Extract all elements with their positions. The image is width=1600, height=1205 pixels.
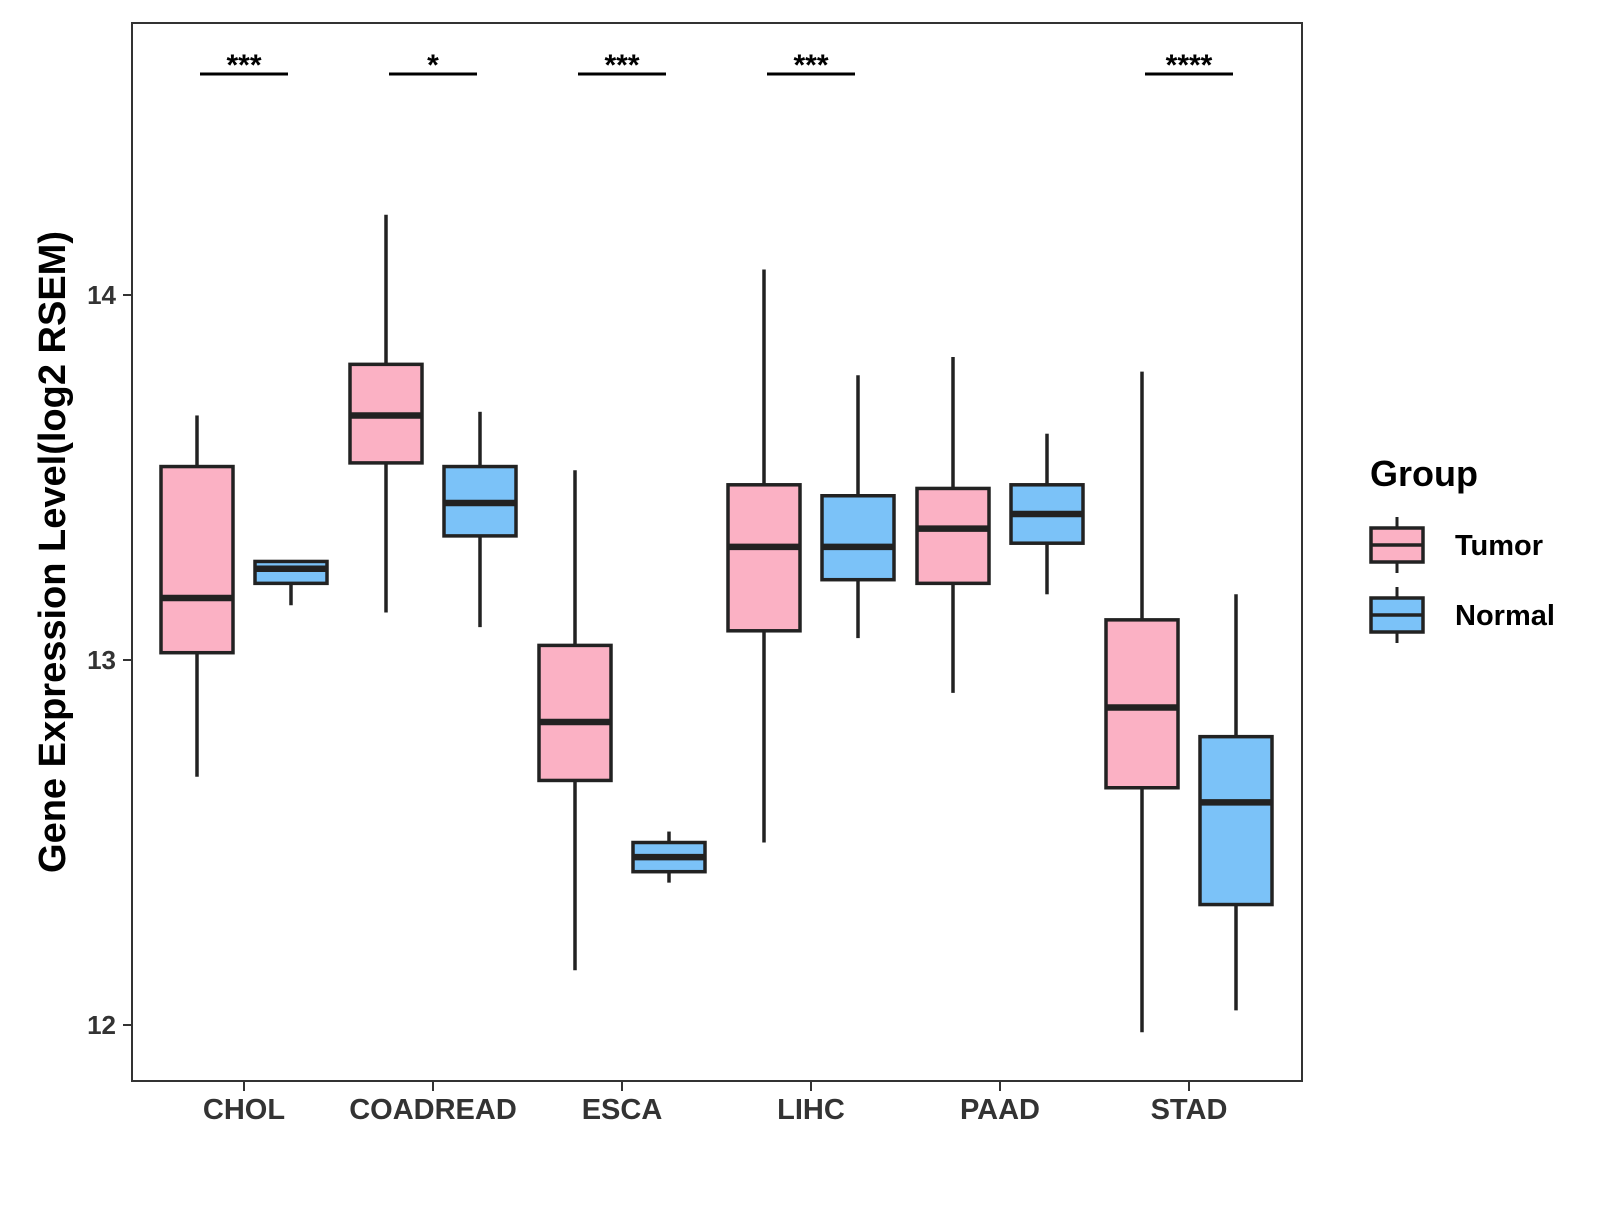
legend-label-tumor: Tumor	[1455, 530, 1543, 562]
box-normal-coadread	[442, 411, 518, 628]
y-tick-label: 14	[87, 280, 116, 310]
plot-panel-border	[131, 22, 1303, 1082]
y-axis-label: Gene Expression Level(log2 RSEM)	[32, 231, 74, 873]
legend-item-tumor: Tumor	[1369, 517, 1543, 573]
box-tumor-stad	[1104, 371, 1180, 1033]
x-tick-label-stad: STAD	[1151, 1094, 1228, 1126]
box-iqr	[1198, 734, 1274, 907]
x-tick-label-lihc: LIHC	[777, 1094, 845, 1126]
legend-item-normal: Normal	[1369, 587, 1555, 643]
box-iqr	[159, 464, 235, 655]
box-iqr	[820, 494, 896, 582]
legend-title: Group	[1370, 453, 1478, 494]
y-axis: 12 13 14	[87, 280, 132, 1040]
box-normal-lihc	[820, 375, 896, 639]
x-tick-label-coadread: COADREAD	[349, 1094, 517, 1126]
box-iqr	[915, 486, 991, 586]
significance-label: *	[427, 49, 439, 82]
box-tumor-lihc	[726, 269, 802, 843]
plot-boxes	[159, 214, 1274, 1033]
y-tick-label: 12	[87, 1010, 116, 1040]
box-normal-chol	[253, 559, 329, 606]
x-tick-label-paad: PAAD	[960, 1094, 1040, 1126]
box-iqr	[253, 559, 329, 586]
legend: Group Tumor Normal	[1369, 453, 1555, 643]
significance-annotations: *** * *** *** ****	[200, 49, 1233, 82]
significance-label: ****	[1166, 49, 1213, 82]
box-normal-paad	[1009, 433, 1085, 595]
box-tumor-paad	[915, 357, 991, 693]
x-axis: CHOL COADREAD ESCA LIHC PAAD STAD	[203, 1081, 1227, 1126]
significance-label: ***	[604, 49, 639, 82]
box-iqr	[726, 483, 802, 633]
box-iqr	[1104, 618, 1180, 790]
x-tick-label-esca: ESCA	[582, 1094, 663, 1126]
significance-label: ***	[226, 49, 261, 82]
box-normal-esca	[631, 831, 707, 883]
box-tumor-esca	[537, 470, 613, 971]
box-normal-stad	[1198, 594, 1274, 1011]
legend-label-normal: Normal	[1455, 600, 1555, 632]
x-tick-label-chol: CHOL	[203, 1094, 285, 1126]
box-iqr	[537, 643, 613, 783]
significance-label: ***	[793, 49, 828, 82]
box-tumor-chol	[159, 415, 235, 777]
y-tick-label: 13	[87, 645, 116, 675]
box-tumor-coadread	[348, 214, 424, 613]
